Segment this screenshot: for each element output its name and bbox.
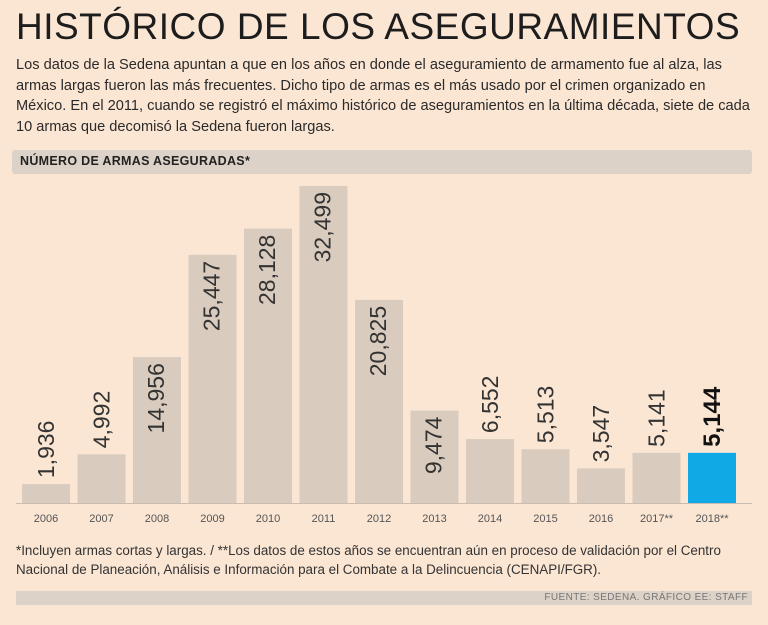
bar-2007 bbox=[77, 454, 126, 503]
bar-2011 bbox=[299, 186, 348, 503]
bar-2016 bbox=[577, 468, 625, 503]
value-label: 3,547 bbox=[588, 405, 614, 463]
bar-2013 bbox=[410, 410, 459, 503]
category-label: 2016 bbox=[589, 513, 613, 525]
page-title: HISTÓRICO DE LOS ASEGURAMIENTOS bbox=[16, 6, 741, 47]
source-bar: FUENTE: SEDENA. GRÁFICO EE: STAFF bbox=[16, 591, 752, 605]
bar-2014 bbox=[466, 439, 514, 503]
category-label: 2013 bbox=[422, 513, 446, 525]
value-label: 14,956 bbox=[143, 363, 169, 433]
category-label: 2008 bbox=[145, 513, 169, 525]
category-label: 2011 bbox=[312, 513, 336, 525]
bar-2018 bbox=[688, 452, 736, 503]
category-label: 2010 bbox=[256, 513, 280, 525]
category-label: 2007 bbox=[89, 513, 113, 525]
value-label: 5,144 bbox=[699, 386, 726, 447]
value-label: 9,474 bbox=[421, 416, 447, 474]
value-label: 28,128 bbox=[254, 235, 280, 305]
section-header: NÚMERO DE ARMAS ASEGURADAS* bbox=[12, 150, 752, 174]
category-label: 2014 bbox=[478, 513, 502, 525]
source-credit: FUENTE: SEDENA. GRÁFICO EE: STAFF bbox=[544, 592, 748, 603]
bar-chart: 1,936 2006 4,992 2007 14,956 2008 25,447 2009 28… bbox=[16, 186, 752, 525]
category-label: 2006 bbox=[34, 513, 58, 525]
bar-2015 bbox=[521, 449, 570, 503]
value-label: 25,447 bbox=[199, 261, 225, 331]
chart-title: NÚMERO DE ARMAS ASEGURADAS* bbox=[20, 154, 251, 168]
category-label: 2012 bbox=[367, 513, 391, 525]
category-label: 2018** bbox=[695, 513, 729, 525]
value-label: 20,825 bbox=[365, 306, 391, 376]
category-label: 2009 bbox=[200, 513, 224, 525]
bar-2009 bbox=[188, 254, 237, 503]
intro-text: Los datos de la Sedena apuntan a que en … bbox=[16, 57, 750, 135]
value-label: 4,992 bbox=[89, 391, 115, 449]
bar-2017 bbox=[632, 452, 681, 503]
bar-2006 bbox=[22, 484, 70, 503]
value-label: 5,141 bbox=[644, 389, 670, 447]
footnote: *Incluyen armas cortas y largas. / **Los… bbox=[16, 543, 721, 577]
bar-2010 bbox=[244, 228, 292, 503]
value-label: 1,936 bbox=[33, 421, 59, 479]
bar-2012 bbox=[355, 299, 403, 503]
value-label: 6,552 bbox=[477, 376, 503, 434]
category-label: 2015 bbox=[533, 513, 557, 525]
category-label: 2017** bbox=[640, 513, 674, 525]
bar-2008 bbox=[133, 357, 181, 503]
value-label: 32,499 bbox=[310, 192, 336, 262]
value-label: 5,513 bbox=[533, 386, 559, 444]
